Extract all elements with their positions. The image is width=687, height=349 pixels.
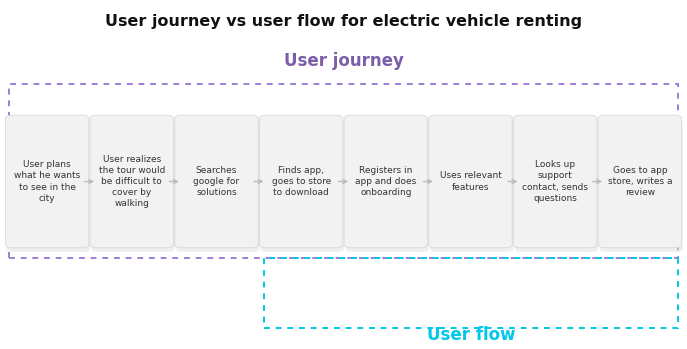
Text: Uses relevant
features: Uses relevant features — [440, 171, 502, 192]
FancyBboxPatch shape — [176, 119, 260, 252]
FancyBboxPatch shape — [7, 119, 90, 252]
FancyBboxPatch shape — [598, 115, 682, 248]
Text: User realizes
the tour would
be difficult to
cover by
walking: User realizes the tour would be difficul… — [99, 155, 165, 208]
FancyBboxPatch shape — [600, 119, 683, 252]
Text: Goes to app
store, writes a
review: Goes to app store, writes a review — [607, 166, 672, 197]
FancyBboxPatch shape — [346, 119, 429, 252]
FancyBboxPatch shape — [514, 115, 597, 248]
Bar — [264, 258, 678, 328]
Text: Searches
google for
solutions: Searches google for solutions — [194, 166, 240, 197]
FancyBboxPatch shape — [429, 115, 513, 248]
FancyBboxPatch shape — [91, 119, 174, 252]
FancyBboxPatch shape — [90, 115, 173, 248]
Text: User flow: User flow — [427, 326, 515, 344]
FancyBboxPatch shape — [260, 115, 343, 248]
Text: Registers in
app and does
onboarding: Registers in app and does onboarding — [355, 166, 416, 197]
FancyBboxPatch shape — [344, 115, 427, 248]
FancyBboxPatch shape — [515, 119, 598, 252]
Text: User journey vs user flow for electric vehicle renting: User journey vs user flow for electric v… — [105, 14, 582, 29]
FancyBboxPatch shape — [174, 115, 258, 248]
FancyBboxPatch shape — [261, 119, 344, 252]
Text: Finds app,
goes to store
to download: Finds app, goes to store to download — [271, 166, 330, 197]
FancyBboxPatch shape — [430, 119, 513, 252]
Text: Looks up
support
contact, sends
questions: Looks up support contact, sends question… — [522, 160, 588, 203]
Bar — [9, 84, 678, 258]
FancyBboxPatch shape — [5, 115, 89, 248]
Text: User journey: User journey — [284, 52, 403, 70]
Text: User plans
what he wants
to see in the
city: User plans what he wants to see in the c… — [14, 160, 80, 203]
